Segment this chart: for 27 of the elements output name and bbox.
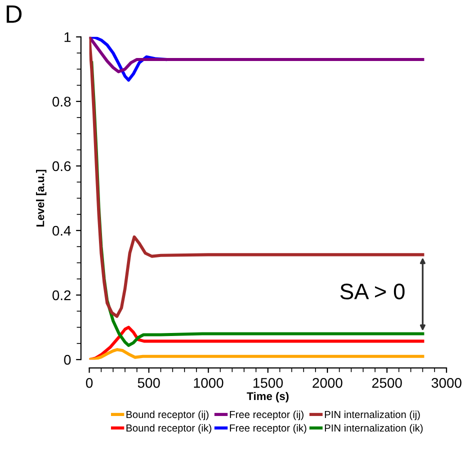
legend-label: Free receptor (ik): [230, 424, 306, 434]
legend-label: PIN internalization (ik): [324, 424, 423, 434]
y-tick-label: 0.4: [52, 226, 71, 236]
legend-label: Bound receptor (ik): [126, 424, 212, 434]
text: D: [6, 6, 22, 23]
x-tick-label: 500: [138, 378, 160, 388]
y-tick-label: 0.6: [52, 161, 71, 172]
y-tick-label: 0.8: [52, 96, 71, 107]
line-series: [89, 326, 424, 360]
line-series: [89, 36, 424, 74]
y-axis-title: Level [a.u.]: [36, 170, 46, 227]
legend-label: Free receptor (ij): [230, 410, 304, 420]
x-tick-label: 0: [86, 378, 93, 388]
y-tick-label: 0.2: [52, 290, 71, 300]
line-series: [89, 36, 424, 318]
x-tick-label: 1000: [194, 378, 224, 388]
y-tick-label: 0: [64, 354, 71, 365]
annotation: SA > 0: [340, 284, 405, 300]
x-tick-label: 2000: [312, 378, 342, 388]
x-tick-label: 1500: [254, 378, 283, 388]
line-series: [89, 348, 424, 360]
legend-label: PIN internalization (ij): [324, 410, 420, 420]
x-tick-label: 3000: [432, 378, 462, 388]
x-axis-title: Time (s): [246, 392, 289, 402]
y-tick-label: 1: [64, 32, 71, 42]
legend-label: Bound receptor (ij): [126, 410, 208, 420]
x-tick-label: 2500: [372, 378, 402, 388]
